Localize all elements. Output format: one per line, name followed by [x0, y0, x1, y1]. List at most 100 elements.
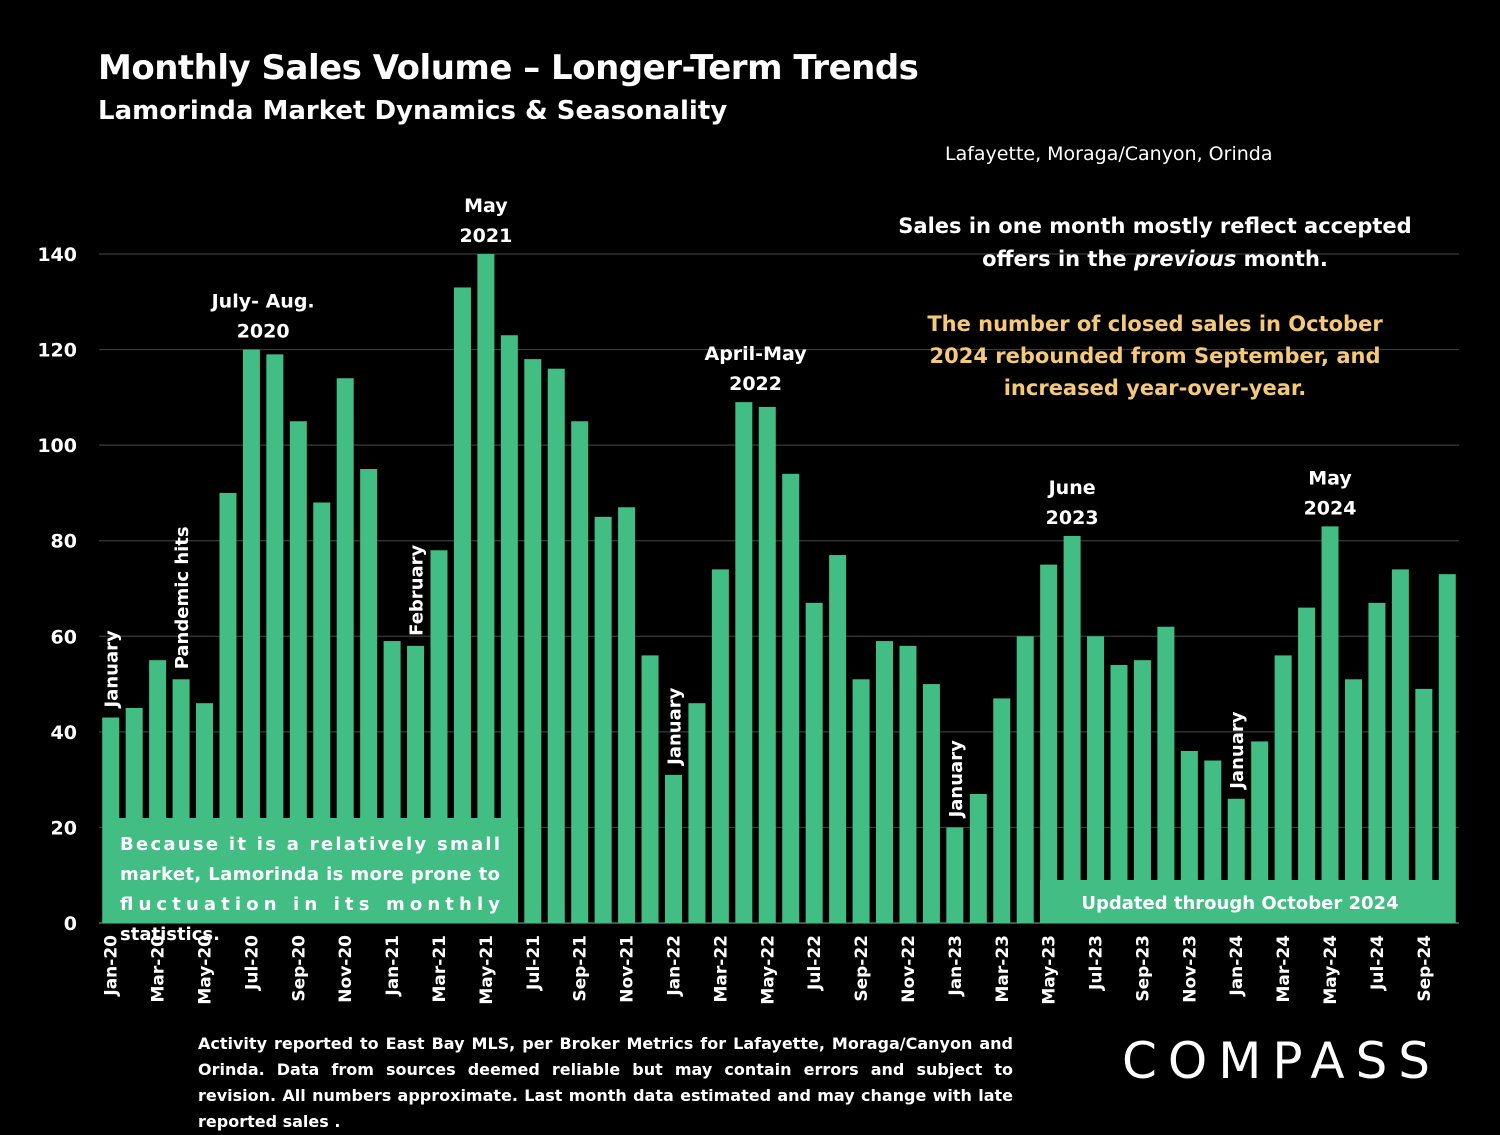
- sales-timing-note: Sales in one month mostly reflect accept…: [895, 210, 1415, 276]
- callout-left-line: Because it is a relatively small: [120, 834, 500, 855]
- x-tick-label: Jan-23: [946, 935, 966, 997]
- y-tick-label: 120: [37, 340, 77, 362]
- bar-Mar-24: [1274, 655, 1292, 923]
- annotation-label: Pandemic hits: [172, 526, 193, 669]
- bar-Oct-24: [1438, 574, 1456, 923]
- bar-Apr-23: [1016, 636, 1034, 923]
- x-tick-label: Mar-24: [1274, 935, 1294, 1003]
- y-tick-label: 60: [51, 626, 77, 648]
- bar-Aug-24: [1391, 569, 1409, 923]
- bar-Dec-21: [641, 655, 659, 923]
- annotation-label: January: [1227, 711, 1248, 790]
- annotation-label: 2024: [1304, 497, 1357, 519]
- annotation-label: January: [946, 740, 967, 819]
- x-tick-label: Jan-24: [1227, 935, 1247, 997]
- bar-Jun-22: [782, 473, 800, 923]
- x-tick-label: May-23: [1040, 935, 1060, 1005]
- bar-Oct-21: [594, 516, 612, 923]
- x-tick-label: Jan-22: [664, 935, 684, 997]
- y-tick-label: 140: [37, 244, 77, 266]
- bar-Sep-24: [1415, 688, 1433, 923]
- x-tick-label: Mar-22: [711, 935, 731, 1003]
- bar-Jul-23: [1087, 636, 1105, 923]
- x-tick-label: Jan-20: [102, 935, 122, 997]
- x-tick-label: Mar-20: [149, 935, 169, 1003]
- bar-Dec-22: [922, 684, 940, 923]
- bar-May-22: [758, 406, 776, 923]
- callouts: Because it is a relatively small market, …: [103, 818, 1440, 945]
- callout-left-line: statistics.: [120, 924, 220, 945]
- bar-Mar-22: [711, 569, 729, 923]
- footnote: Activity reported to East Bay MLS, per B…: [198, 1034, 1013, 1131]
- callout-left-line: market, Lamorinda is more prone to: [120, 864, 500, 885]
- bar-Apr-21: [453, 287, 471, 923]
- bar-Nov-23: [1180, 750, 1198, 923]
- annotations: January Pandemic hits July- Aug. 2020 Februa…: [102, 195, 1357, 819]
- annotation-label: January: [664, 687, 685, 766]
- bar-Sep-21: [571, 421, 589, 923]
- bar-Nov-22: [899, 645, 917, 923]
- bar-Oct-20: [313, 502, 331, 923]
- bar-Jun-20: [219, 492, 237, 923]
- annotation-label: 2023: [1046, 507, 1099, 529]
- bar-Aug-20: [266, 354, 284, 924]
- x-tick-label: May-24: [1321, 935, 1341, 1005]
- annotation-label: 2021: [459, 225, 512, 247]
- callout-box-right: [1040, 880, 1440, 923]
- compass-logo: COMPASS: [1122, 1032, 1442, 1090]
- annotation-label: April-May: [704, 343, 807, 365]
- bar-May-24: [1321, 526, 1339, 923]
- annotation-label: 2022: [729, 373, 782, 395]
- annotation-label: 2020: [237, 321, 290, 343]
- x-tick-label: Jul-22: [805, 935, 825, 991]
- region-label: Lafayette, Moraga/Canyon, Orinda: [945, 143, 1273, 165]
- y-tick-label: 40: [51, 722, 77, 744]
- bar-Jan-23: [946, 827, 964, 923]
- sales-note-emphasis: previous: [1133, 247, 1237, 271]
- x-tick-label: May-21: [477, 935, 497, 1005]
- bar-Jun-24: [1344, 679, 1362, 923]
- bar-Aug-23: [1110, 664, 1128, 923]
- bar-Dec-20: [360, 469, 378, 923]
- bar-Jan-22: [664, 774, 682, 923]
- bar-Oct-23: [1157, 626, 1175, 923]
- bar-Sep-22: [852, 679, 870, 923]
- october-highlight-note: The number of closed sales in October 20…: [927, 312, 1383, 400]
- bar-Jul-22: [805, 602, 823, 923]
- bar-Jun-23: [1063, 535, 1081, 923]
- bar-Apr-22: [735, 402, 753, 923]
- x-tick-label: Sep-20: [289, 935, 309, 1002]
- bar-Apr-24: [1298, 607, 1316, 923]
- x-tick-label: Nov-21: [618, 935, 638, 1003]
- annotation-label: May: [464, 195, 508, 217]
- x-tick-label: May-20: [196, 935, 216, 1005]
- bar-Nov-20: [336, 378, 354, 923]
- page-title: Monthly Sales Volume – Longer-Term Trend…: [98, 48, 919, 88]
- x-tick-label: Nov-23: [1180, 935, 1200, 1003]
- bar-May-23: [1040, 564, 1058, 923]
- sales-note-before: Sales in one month mostly reflect accept…: [898, 214, 1412, 271]
- bar-Aug-21: [547, 368, 565, 924]
- bar-Sep-23: [1133, 660, 1151, 923]
- bar-Feb-22: [688, 703, 706, 923]
- bar-Jul-21: [524, 359, 542, 924]
- x-tick-label: May-22: [758, 935, 778, 1005]
- x-tick-label: Mar-21: [430, 935, 450, 1003]
- x-axis: Jan-20 Mar-20 May-20 Jul-20 Sep-20 Nov-20 Jan-…: [102, 935, 1435, 1005]
- bar-Sep-20: [289, 421, 307, 923]
- callout-box-left: [103, 818, 518, 923]
- bar-Feb-23: [969, 793, 987, 923]
- annotation-label: June: [1047, 477, 1096, 499]
- y-tick-label: 0: [64, 913, 77, 935]
- annotation-label: January: [102, 630, 123, 709]
- x-tick-label: Jan-21: [383, 935, 403, 997]
- bars: [102, 254, 1456, 924]
- x-tick-label: Sep-21: [571, 935, 591, 1002]
- y-tick-label: 100: [37, 435, 77, 457]
- x-tick-label: Jul-21: [524, 935, 544, 991]
- callout-right-text: Updated through October 2024: [1081, 893, 1398, 914]
- bar-Aug-22: [829, 555, 847, 923]
- bar-May-21: [477, 254, 495, 923]
- bar-Jul-20: [242, 349, 260, 924]
